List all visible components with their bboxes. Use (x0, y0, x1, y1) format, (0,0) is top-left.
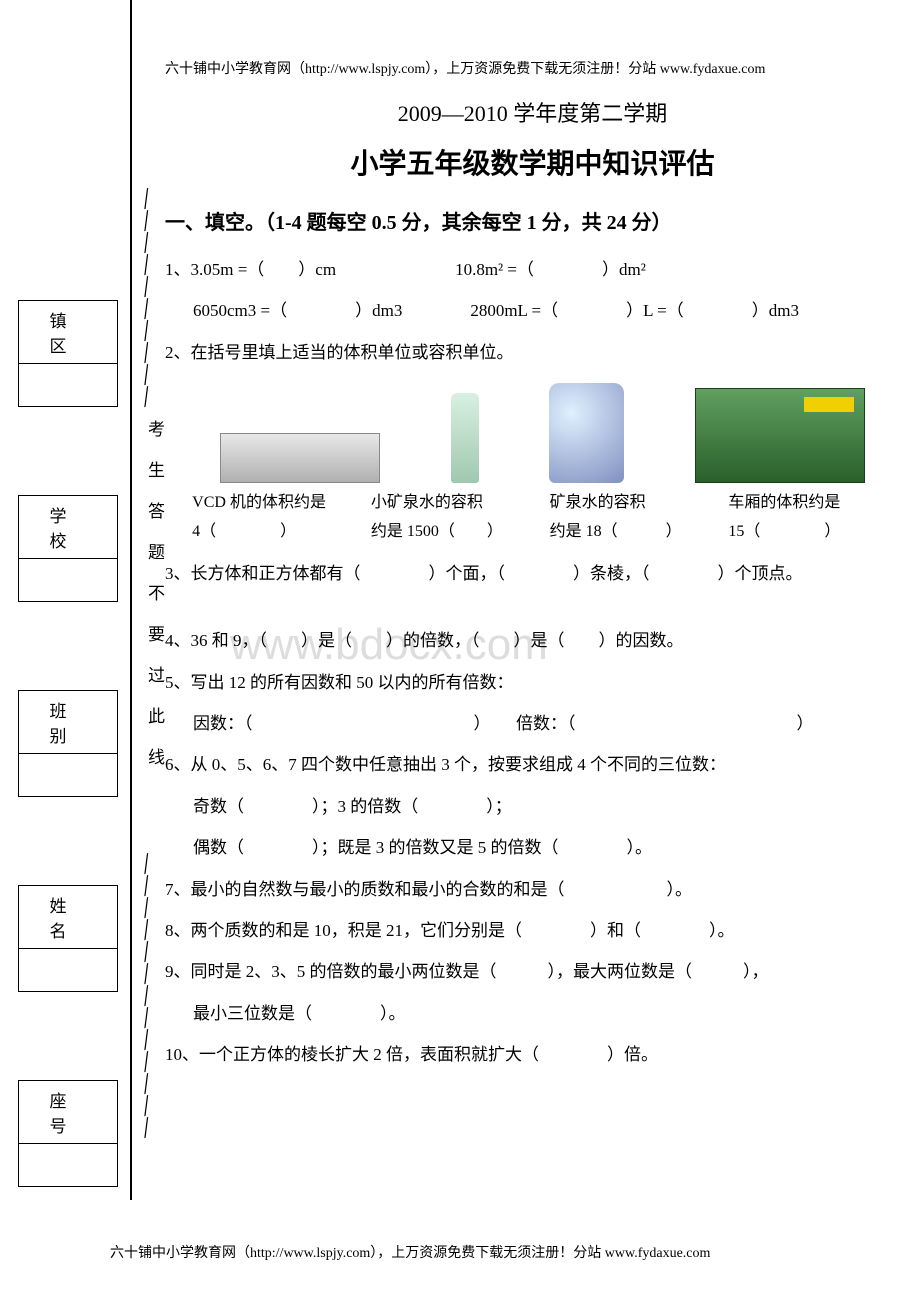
image-large-bottle (549, 383, 624, 483)
caption-text: 小矿泉水的容积 (371, 494, 483, 511)
fold-line-text: 考生答题不要过此线 (142, 420, 167, 789)
caption-text: 4（ ） (192, 523, 296, 540)
question-6-sub2: 偶数（ ）；既是 3 的倍数又是 5 的倍数（ ）。 (165, 829, 900, 866)
info-box-class: 班 别 (18, 690, 118, 797)
vertical-rule (130, 0, 132, 1200)
header-url: 六十铺中小学教育网（http://www.lspjy.com），上万资源免费下载… (165, 58, 900, 78)
image-row (165, 383, 900, 483)
image-dvd (220, 433, 380, 483)
question-5: 5、写出 12 的所有因数和 50 以内的所有倍数： (165, 664, 900, 701)
footer-url: 六十铺中小学教育网（http://www.lspjy.com），上万资源免费下载… (110, 1242, 710, 1262)
question-9: 9、同时是 2、3、5 的倍数的最小两位数是（ ），最大两位数是（ ）， (165, 953, 900, 990)
info-box-name: 姓 名 (18, 885, 118, 992)
fold-line-bottom: ╱╱╱ ╱╱╱ ╱╱╱ ╱╱╱ ╱ (142, 850, 152, 1144)
caption-3: 矿泉水的容积 约是 18（ ） (550, 489, 714, 547)
question-9-sub: 最小三位数是（ ）。 (165, 995, 900, 1032)
section-heading: 一、填空。（1-4 题每空 0.5 分，其余每空 1 分，共 24 分） (165, 206, 900, 235)
captions-row: VCD 机的体积约是 4（ ） 小矿泉水的容积 约是 1500（ ） 矿泉水的容… (165, 489, 900, 547)
caption-text: 约是 18（ ） (550, 523, 682, 540)
caption-text: 车厢的体积约是 (728, 494, 840, 511)
main-content: 六十铺中小学教育网（http://www.lspjy.com），上万资源免费下载… (165, 58, 900, 1077)
info-box-district: 镇 区 (18, 300, 118, 407)
caption-text: 约是 1500（ ） (371, 523, 503, 540)
question-3: 3、长方体和正方体都有（ ）个面，（ ）条棱，（ ）个顶点。 (165, 555, 900, 592)
question-6-sub1: 奇数（ ）；3 的倍数（ ）； (165, 788, 900, 825)
caption-text: 15（ ） (728, 523, 840, 540)
title-exam: 小学五年级数学期中知识评估 (165, 142, 900, 182)
info-label: 座 号 (19, 1081, 117, 1144)
question-1-line1: 1、3.05m =（ ）cm 10.8m² =（ ）dm² (165, 251, 900, 288)
info-blank (19, 364, 117, 406)
question-10: 10、一个正方体的棱长扩大 2 倍，表面积就扩大（ ）倍。 (165, 1036, 900, 1073)
caption-text: VCD 机的体积约是 (192, 494, 326, 511)
image-truck (695, 388, 865, 483)
info-label: 班 别 (19, 691, 117, 754)
question-5-sub: 因数：（ ） 倍数：（ ） (165, 705, 900, 742)
image-small-bottle (451, 393, 479, 483)
question-7: 7、最小的自然数与最小的质数和最小的合数的和是（ ）。 (165, 871, 900, 908)
title-semester: 2009—2010 学年度第二学期 (165, 96, 900, 128)
question-2: 2、在括号里填上适当的体积单位或容积单位。 (165, 334, 900, 371)
question-1-line2: 6050cm3 =（ ）dm3 2800mL =（ ）L =（ ）dm3 (165, 292, 900, 329)
student-info-boxes: 镇 区 学 校 班 别 姓 名 座 号 (18, 300, 118, 1275)
caption-text: 矿泉水的容积 (550, 494, 646, 511)
info-box-school: 学 校 (18, 495, 118, 602)
question-8: 8、两个质数的和是 10，积是 21，它们分别是（ ）和（ ）。 (165, 912, 900, 949)
caption-4: 车厢的体积约是 15（ ） (728, 489, 892, 547)
info-label: 学 校 (19, 496, 117, 559)
info-blank (19, 559, 117, 601)
question-4: 4、36 和 9，（ ）是（ ）的倍数，（ ）是（ ）的因数。 (165, 622, 900, 659)
fold-line-top: ╱╱╱ ╱╱╱ ╱╱╱ ╱ (142, 185, 152, 413)
info-label: 姓 名 (19, 886, 117, 949)
info-blank (19, 754, 117, 796)
caption-1: VCD 机的体积约是 4（ ） (192, 489, 356, 547)
question-6: 6、从 0、5、6、7 四个数中任意抽出 3 个，按要求组成 4 个不同的三位数… (165, 746, 900, 783)
info-blank (19, 949, 117, 991)
caption-2: 小矿泉水的容积 约是 1500（ ） (371, 489, 535, 547)
info-box-seat: 座 号 (18, 1080, 118, 1187)
info-label: 镇 区 (19, 301, 117, 364)
info-blank (19, 1144, 117, 1186)
